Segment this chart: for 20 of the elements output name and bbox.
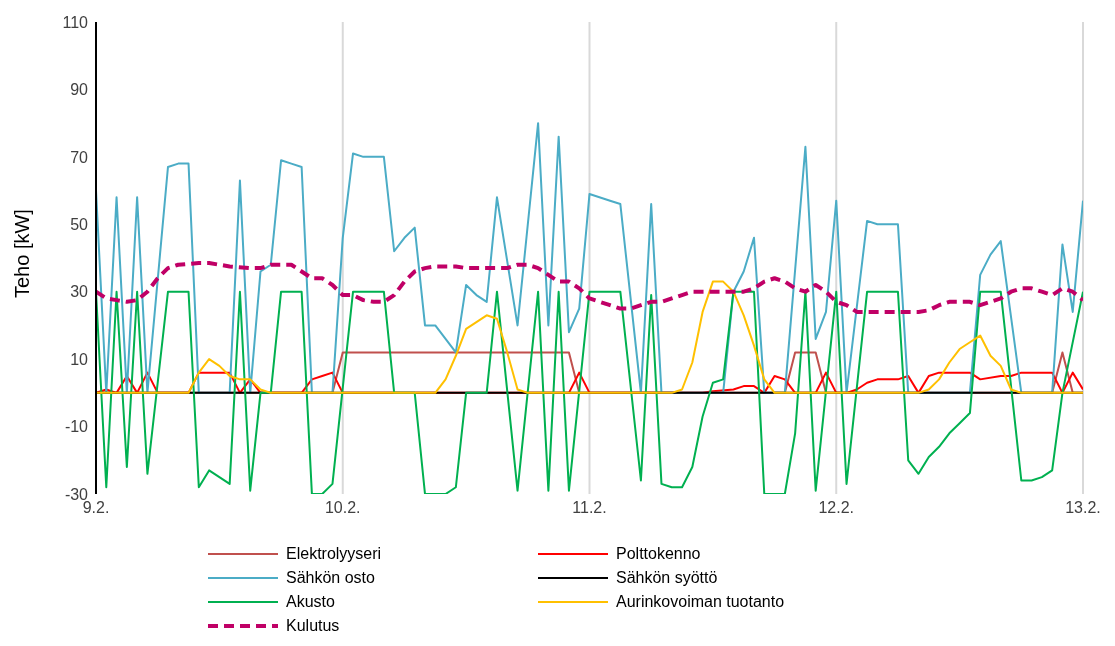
y-tick-label: 70 (70, 148, 89, 166)
legend-label: Sähkön syöttö (616, 569, 718, 587)
y-axis-title: Teho [kW] (11, 209, 34, 298)
legend-label: Aurinkovoiman tuotanto (616, 593, 785, 611)
y-tick-label: 10 (70, 350, 89, 368)
legend-label: Polttokenno (616, 545, 701, 563)
legend-label: Kulutus (286, 617, 340, 635)
x-tick-label: 11.2. (572, 499, 607, 517)
x-tick-label: 13.2. (1065, 499, 1101, 517)
y-tick-label: 30 (70, 283, 89, 301)
legend-label: Elektrolyyseri (286, 545, 382, 563)
y-tick-label: 90 (70, 81, 89, 99)
x-tick-label: 10.2. (324, 499, 361, 517)
y-tick-label: 110 (62, 13, 89, 31)
legend-label: Sähkön osto (286, 569, 375, 587)
y-tick-label: 50 (70, 215, 89, 233)
legend-label: Akusto (286, 593, 335, 611)
x-tick-label: 9.2. (82, 499, 110, 517)
y-tick-label: -10 (64, 418, 89, 436)
x-tick-label: 12.2. (818, 499, 855, 517)
